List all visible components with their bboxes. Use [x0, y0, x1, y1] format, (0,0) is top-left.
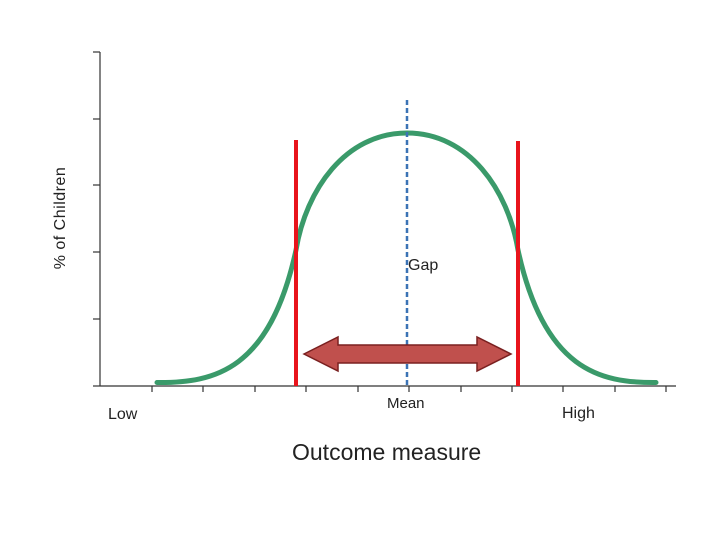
low-label: Low: [108, 406, 138, 423]
mean-label: Mean: [387, 395, 425, 412]
y-axis-ticks: [93, 51, 100, 387]
gap-label: Gap: [408, 257, 439, 274]
x-axis-label: Outcome measure: [292, 439, 482, 465]
high-label: High: [562, 405, 595, 422]
x-axis-ticks: [151, 386, 667, 392]
gap-arrow: [302, 335, 513, 373]
y-axis-label: % of Children: [52, 166, 69, 270]
